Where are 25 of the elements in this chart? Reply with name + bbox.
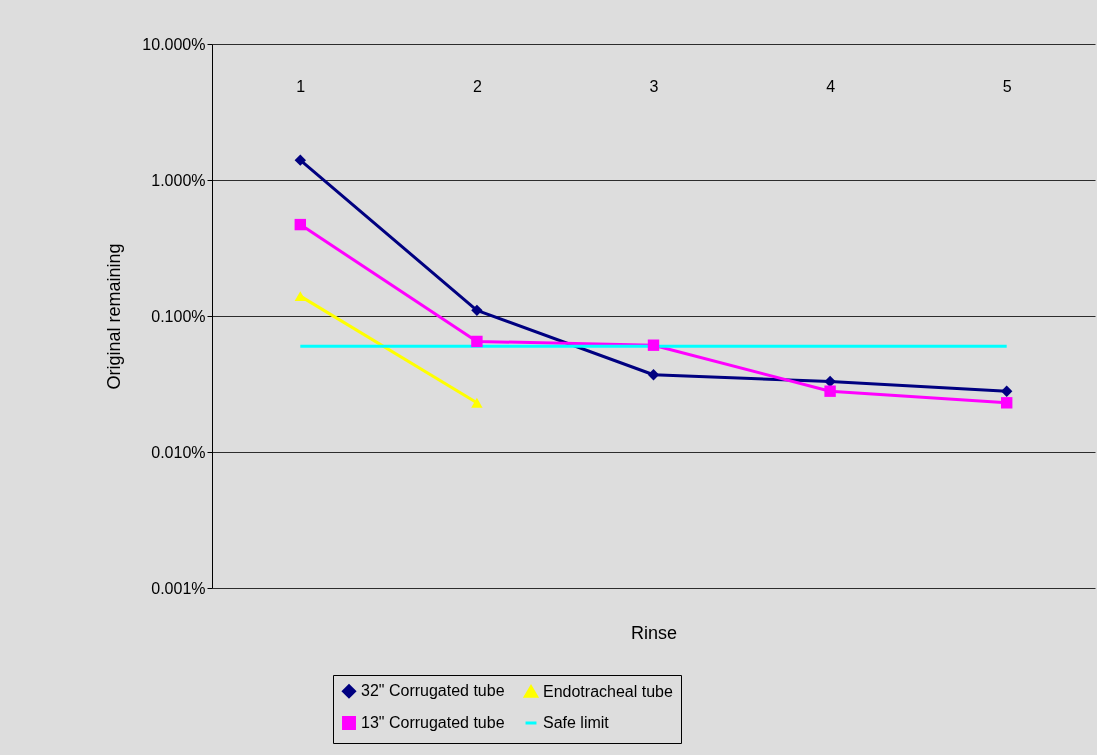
x-tick-label: 1 bbox=[296, 77, 306, 95]
x-tick-label: 5 bbox=[1002, 77, 1012, 95]
y-tick-label: 10.000% bbox=[142, 35, 206, 53]
legend-label: Safe limit bbox=[543, 714, 610, 731]
point bbox=[294, 154, 306, 166]
point bbox=[1001, 397, 1013, 409]
x-tick-label: 4 bbox=[826, 77, 836, 95]
point bbox=[471, 304, 483, 317]
x-axis-title: Rinse bbox=[630, 622, 678, 643]
y-tick-label: 0.100% bbox=[151, 307, 206, 325]
point bbox=[647, 369, 660, 381]
y-tick-label: 0.001% bbox=[151, 579, 206, 597]
x-tick-label: 3 bbox=[649, 77, 659, 95]
point bbox=[294, 218, 306, 231]
legend-label: 13" Corrugated tube bbox=[361, 714, 505, 731]
point bbox=[647, 339, 660, 351]
point bbox=[1001, 385, 1013, 397]
y-tick-label: 0.010% bbox=[151, 443, 206, 461]
point bbox=[471, 335, 483, 348]
y-tick-label: 1.000% bbox=[151, 171, 206, 189]
x-tick-label: 2 bbox=[472, 77, 482, 95]
point bbox=[824, 385, 836, 397]
legend-label: Endotracheal tube bbox=[543, 682, 673, 700]
legend-label: 32" Corrugated tube bbox=[361, 682, 505, 700]
y-axis-title: Original remaining bbox=[104, 243, 125, 390]
